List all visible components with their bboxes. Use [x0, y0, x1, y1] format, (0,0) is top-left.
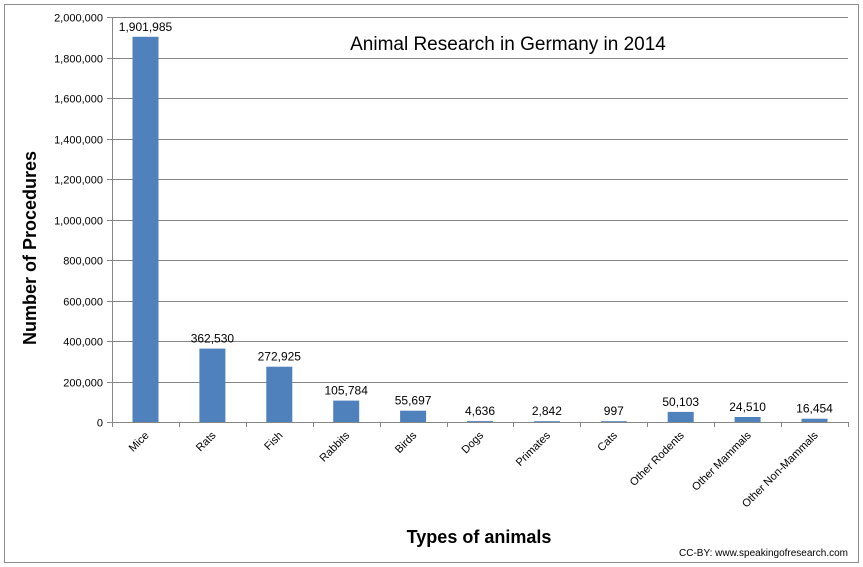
data-label: 2,842 [532, 404, 562, 418]
data-labels: 1,901,985 362,530 272,925 105,784 55,697 4,63… [119, 20, 833, 418]
data-label: 997 [604, 404, 624, 418]
data-label: 16,454 [796, 402, 833, 416]
data-label: 362,530 [191, 332, 235, 346]
data-label: 4,636 [465, 404, 495, 418]
x-tick-label: Rats [194, 429, 219, 454]
bar-other-mammals [734, 417, 761, 422]
bar-birds [400, 410, 427, 422]
x-tick-label: Birds [393, 429, 420, 456]
credit-text: CC-BY: www.speakingofresearch.com [679, 548, 848, 559]
y-tick-label: 1,000,000 [54, 216, 103, 228]
x-tick-label: Cats [595, 429, 620, 454]
data-label: 272,925 [258, 350, 302, 364]
y-tick-labels: 0 200,000 400,000 600,000 800,000 1,000,000 1,… [54, 13, 103, 430]
chart-title: Animal Research in Germany in 2014 [350, 34, 666, 55]
y-tick-label: 1,600,000 [54, 94, 103, 106]
bar-dogs [467, 421, 493, 422]
bars [132, 36, 828, 423]
x-axis-title: Types of animals [407, 527, 552, 547]
x-tick-label: Mice [127, 430, 152, 455]
bar-primates [533, 421, 560, 422]
data-label: 105,784 [325, 384, 369, 398]
x-tick-labels: Mice Rats Fish Rabbits Birds Dogs Primates Cats… [127, 429, 821, 510]
bar-other-rodents [667, 411, 694, 422]
x-tick-label: Primates [514, 429, 554, 469]
y-tick-label: 0 [97, 418, 103, 430]
bar-cats [600, 421, 627, 422]
bar-other-non-mammals [801, 418, 828, 422]
bar-mice [132, 36, 159, 423]
x-tick-label: Other Mammals [690, 429, 754, 493]
data-label: 1,901,985 [119, 20, 173, 34]
x-tick-label: Fish [262, 430, 285, 453]
y-tick-label: 1,400,000 [54, 135, 103, 147]
y-tick-label: 1,200,000 [54, 175, 103, 187]
data-label: 55,697 [395, 394, 432, 408]
bar-rats [199, 348, 226, 422]
data-label: 50,103 [662, 395, 699, 409]
y-tick-label: 2,000,000 [54, 13, 103, 25]
x-tick-label: Other Rodents [628, 429, 687, 488]
x-tick-label: Other Non-Mammals [740, 429, 821, 510]
data-label: 24,510 [729, 400, 766, 414]
y-tick-label: 200,000 [63, 378, 103, 390]
x-tick-label: Rabbits [317, 429, 352, 464]
x-tick-label: Dogs [459, 429, 486, 456]
gridlines [112, 17, 848, 383]
bar-rabbits [333, 400, 360, 422]
y-tick-label: 1,800,000 [54, 54, 103, 66]
axes [107, 17, 849, 427]
y-axis-title: Number of Procedures [20, 151, 40, 345]
y-tick-label: 400,000 [63, 337, 103, 349]
y-tick-label: 800,000 [63, 256, 103, 268]
y-tick-label: 600,000 [63, 297, 103, 309]
bar-fish [266, 366, 293, 422]
